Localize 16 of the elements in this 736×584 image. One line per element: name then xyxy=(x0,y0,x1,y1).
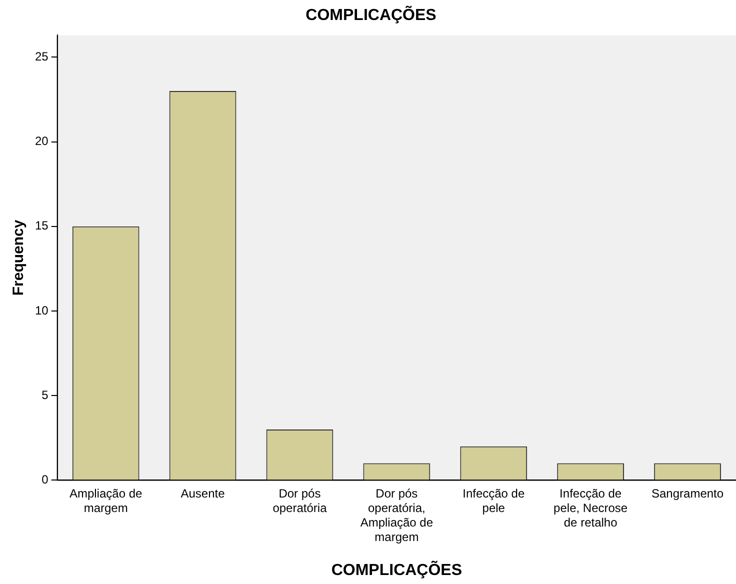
x-axis-title: COMPLICAÇÕES xyxy=(331,560,462,579)
x-tick-label: Infecção de pele xyxy=(462,486,525,516)
y-tick-label: 25 xyxy=(34,50,49,64)
y-tick-label: 20 xyxy=(34,134,49,148)
x-tick-label: Sangramento xyxy=(652,486,724,501)
y-tick-label: 15 xyxy=(34,218,49,233)
x-tick-label: Dor pós operatória, Ampliação de margem xyxy=(360,486,434,544)
y-tick-label: 5 xyxy=(42,388,49,402)
y-axis-title: Frequency xyxy=(10,219,28,296)
y-tick-label: 0 xyxy=(42,472,49,487)
x-tick-label: Dor pós operatória xyxy=(272,486,328,516)
x-tick-label: Ausente xyxy=(180,486,226,501)
chart-title: COMPLICAÇÕES xyxy=(306,5,437,24)
y-tick-label: 10 xyxy=(34,303,49,318)
x-tick-label: Ampliação de margem xyxy=(69,486,142,516)
x-tick-label: Infecção de pele, Necrose de retalho xyxy=(554,486,628,530)
